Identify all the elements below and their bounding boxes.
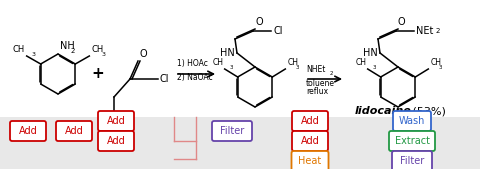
Text: 2: 2 <box>330 71 334 76</box>
Text: HN: HN <box>363 48 378 58</box>
Text: O: O <box>398 17 406 27</box>
Text: CH: CH <box>431 58 441 67</box>
Text: +: + <box>92 66 104 81</box>
FancyBboxPatch shape <box>291 151 328 169</box>
FancyBboxPatch shape <box>392 151 432 169</box>
Text: CH: CH <box>288 58 299 67</box>
FancyBboxPatch shape <box>292 111 328 131</box>
Text: Extract: Extract <box>395 136 430 146</box>
Text: 2) NaOAc: 2) NaOAc <box>177 73 213 82</box>
Text: Add: Add <box>19 126 37 136</box>
Text: Cl: Cl <box>109 117 119 127</box>
Text: lidocaine: lidocaine <box>355 106 412 116</box>
Text: 2: 2 <box>436 28 440 34</box>
FancyBboxPatch shape <box>98 131 134 151</box>
Text: Cl: Cl <box>273 26 283 36</box>
Bar <box>0 117 480 169</box>
Text: 2: 2 <box>71 48 75 54</box>
Text: Filter: Filter <box>220 126 244 136</box>
Text: reflux: reflux <box>306 87 328 96</box>
Text: 3: 3 <box>295 65 299 70</box>
FancyBboxPatch shape <box>292 131 328 151</box>
Text: NH: NH <box>60 41 75 51</box>
Text: Add: Add <box>65 126 84 136</box>
Text: 1) HOAc: 1) HOAc <box>177 59 208 68</box>
Text: 3: 3 <box>101 52 105 57</box>
FancyBboxPatch shape <box>389 131 435 151</box>
Text: 3: 3 <box>438 65 442 70</box>
FancyBboxPatch shape <box>10 121 46 141</box>
Text: 3: 3 <box>32 52 36 57</box>
Text: Add: Add <box>300 136 319 146</box>
Text: (53%): (53%) <box>409 106 446 116</box>
FancyBboxPatch shape <box>393 111 431 131</box>
Text: 3: 3 <box>372 65 376 70</box>
Text: Cl: Cl <box>160 74 169 84</box>
FancyBboxPatch shape <box>212 121 252 141</box>
Text: O: O <box>139 49 146 59</box>
Text: CH: CH <box>12 45 24 54</box>
Text: Add: Add <box>300 116 319 126</box>
Text: O: O <box>255 17 263 27</box>
Text: 3: 3 <box>229 65 233 70</box>
Text: NHEt: NHEt <box>306 65 325 74</box>
Text: HN: HN <box>220 48 235 58</box>
Text: Add: Add <box>107 116 125 126</box>
Text: CH: CH <box>213 58 224 67</box>
Text: Filter: Filter <box>400 156 424 166</box>
FancyBboxPatch shape <box>56 121 92 141</box>
Text: CH: CH <box>91 45 104 54</box>
Text: toluene: toluene <box>306 79 335 88</box>
Text: Wash: Wash <box>399 116 425 126</box>
Text: Add: Add <box>107 136 125 146</box>
Text: NEt: NEt <box>416 26 433 36</box>
Text: CH: CH <box>356 58 367 67</box>
Text: Heat: Heat <box>299 156 322 166</box>
FancyBboxPatch shape <box>98 111 134 131</box>
